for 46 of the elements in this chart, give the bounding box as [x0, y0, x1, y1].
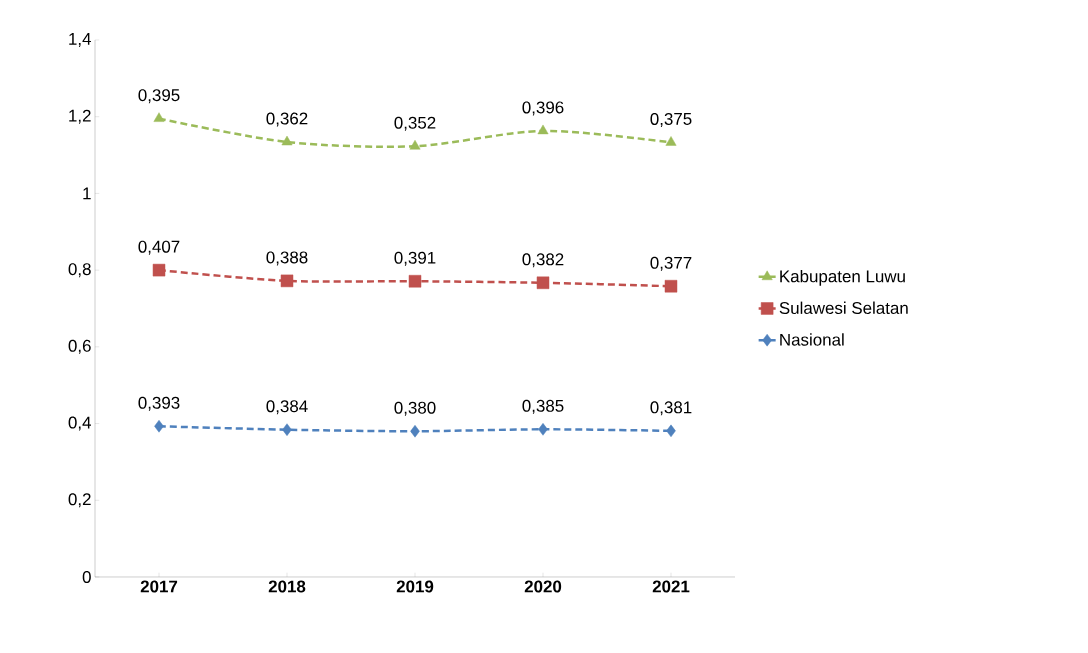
point — [410, 425, 420, 438]
point — [280, 274, 294, 288]
point — [281, 135, 293, 146]
annotation: 0,377 — [650, 256, 692, 271]
y-tick-label: 0,6 — [68, 339, 91, 354]
point — [282, 423, 292, 436]
legend-label: Sulawesi Selatan — [779, 301, 908, 315]
x-tick-label: 2018 — [268, 580, 306, 593]
y-tick-label: 0,4 — [68, 416, 91, 431]
point — [536, 276, 550, 290]
x-tick-label: 2020 — [524, 580, 562, 593]
annotation: 0,396 — [522, 101, 564, 116]
point — [537, 124, 549, 135]
y-tick-label: 0,2 — [68, 493, 91, 508]
y-tick-label: 0 — [82, 570, 91, 583]
y-tick-label: 1,4 — [69, 33, 91, 47]
annotation: 0,395 — [138, 89, 180, 104]
legend-label: Kabupaten Luwu — [780, 269, 905, 286]
point — [154, 420, 164, 433]
point — [152, 263, 166, 277]
y-tick-label: 1 — [83, 187, 91, 200]
y-tick-label: 0,8 — [68, 263, 91, 278]
annotation: 0,391 — [394, 251, 436, 266]
annotation: 0,407 — [138, 240, 180, 255]
legend-label: Nasional — [780, 333, 844, 346]
data-label: 0,385 — [522, 399, 564, 414]
data-label: 0,380 — [394, 401, 436, 416]
point — [409, 140, 421, 150]
point — [538, 423, 548, 436]
point — [666, 424, 676, 438]
data-label: 0,393 — [138, 396, 180, 411]
x-tick-label: 2017 — [140, 580, 178, 593]
x-tick-label: 2019 — [396, 580, 434, 593]
y-tick-label: 1,2 — [69, 109, 91, 124]
annotation: 0,362 — [266, 112, 308, 127]
annotation: 0,352 — [394, 116, 436, 131]
data-label: 0,381 — [650, 401, 692, 416]
x-tick-label: 2021 — [652, 580, 690, 593]
point — [664, 280, 678, 293]
point — [408, 275, 422, 288]
annotation: 0,375 — [650, 112, 692, 127]
data-label: 0,384 — [266, 400, 308, 415]
point — [153, 112, 165, 122]
point — [665, 136, 677, 146]
annotation: 0,382 — [522, 253, 564, 268]
annotation: 0,388 — [266, 251, 308, 266]
